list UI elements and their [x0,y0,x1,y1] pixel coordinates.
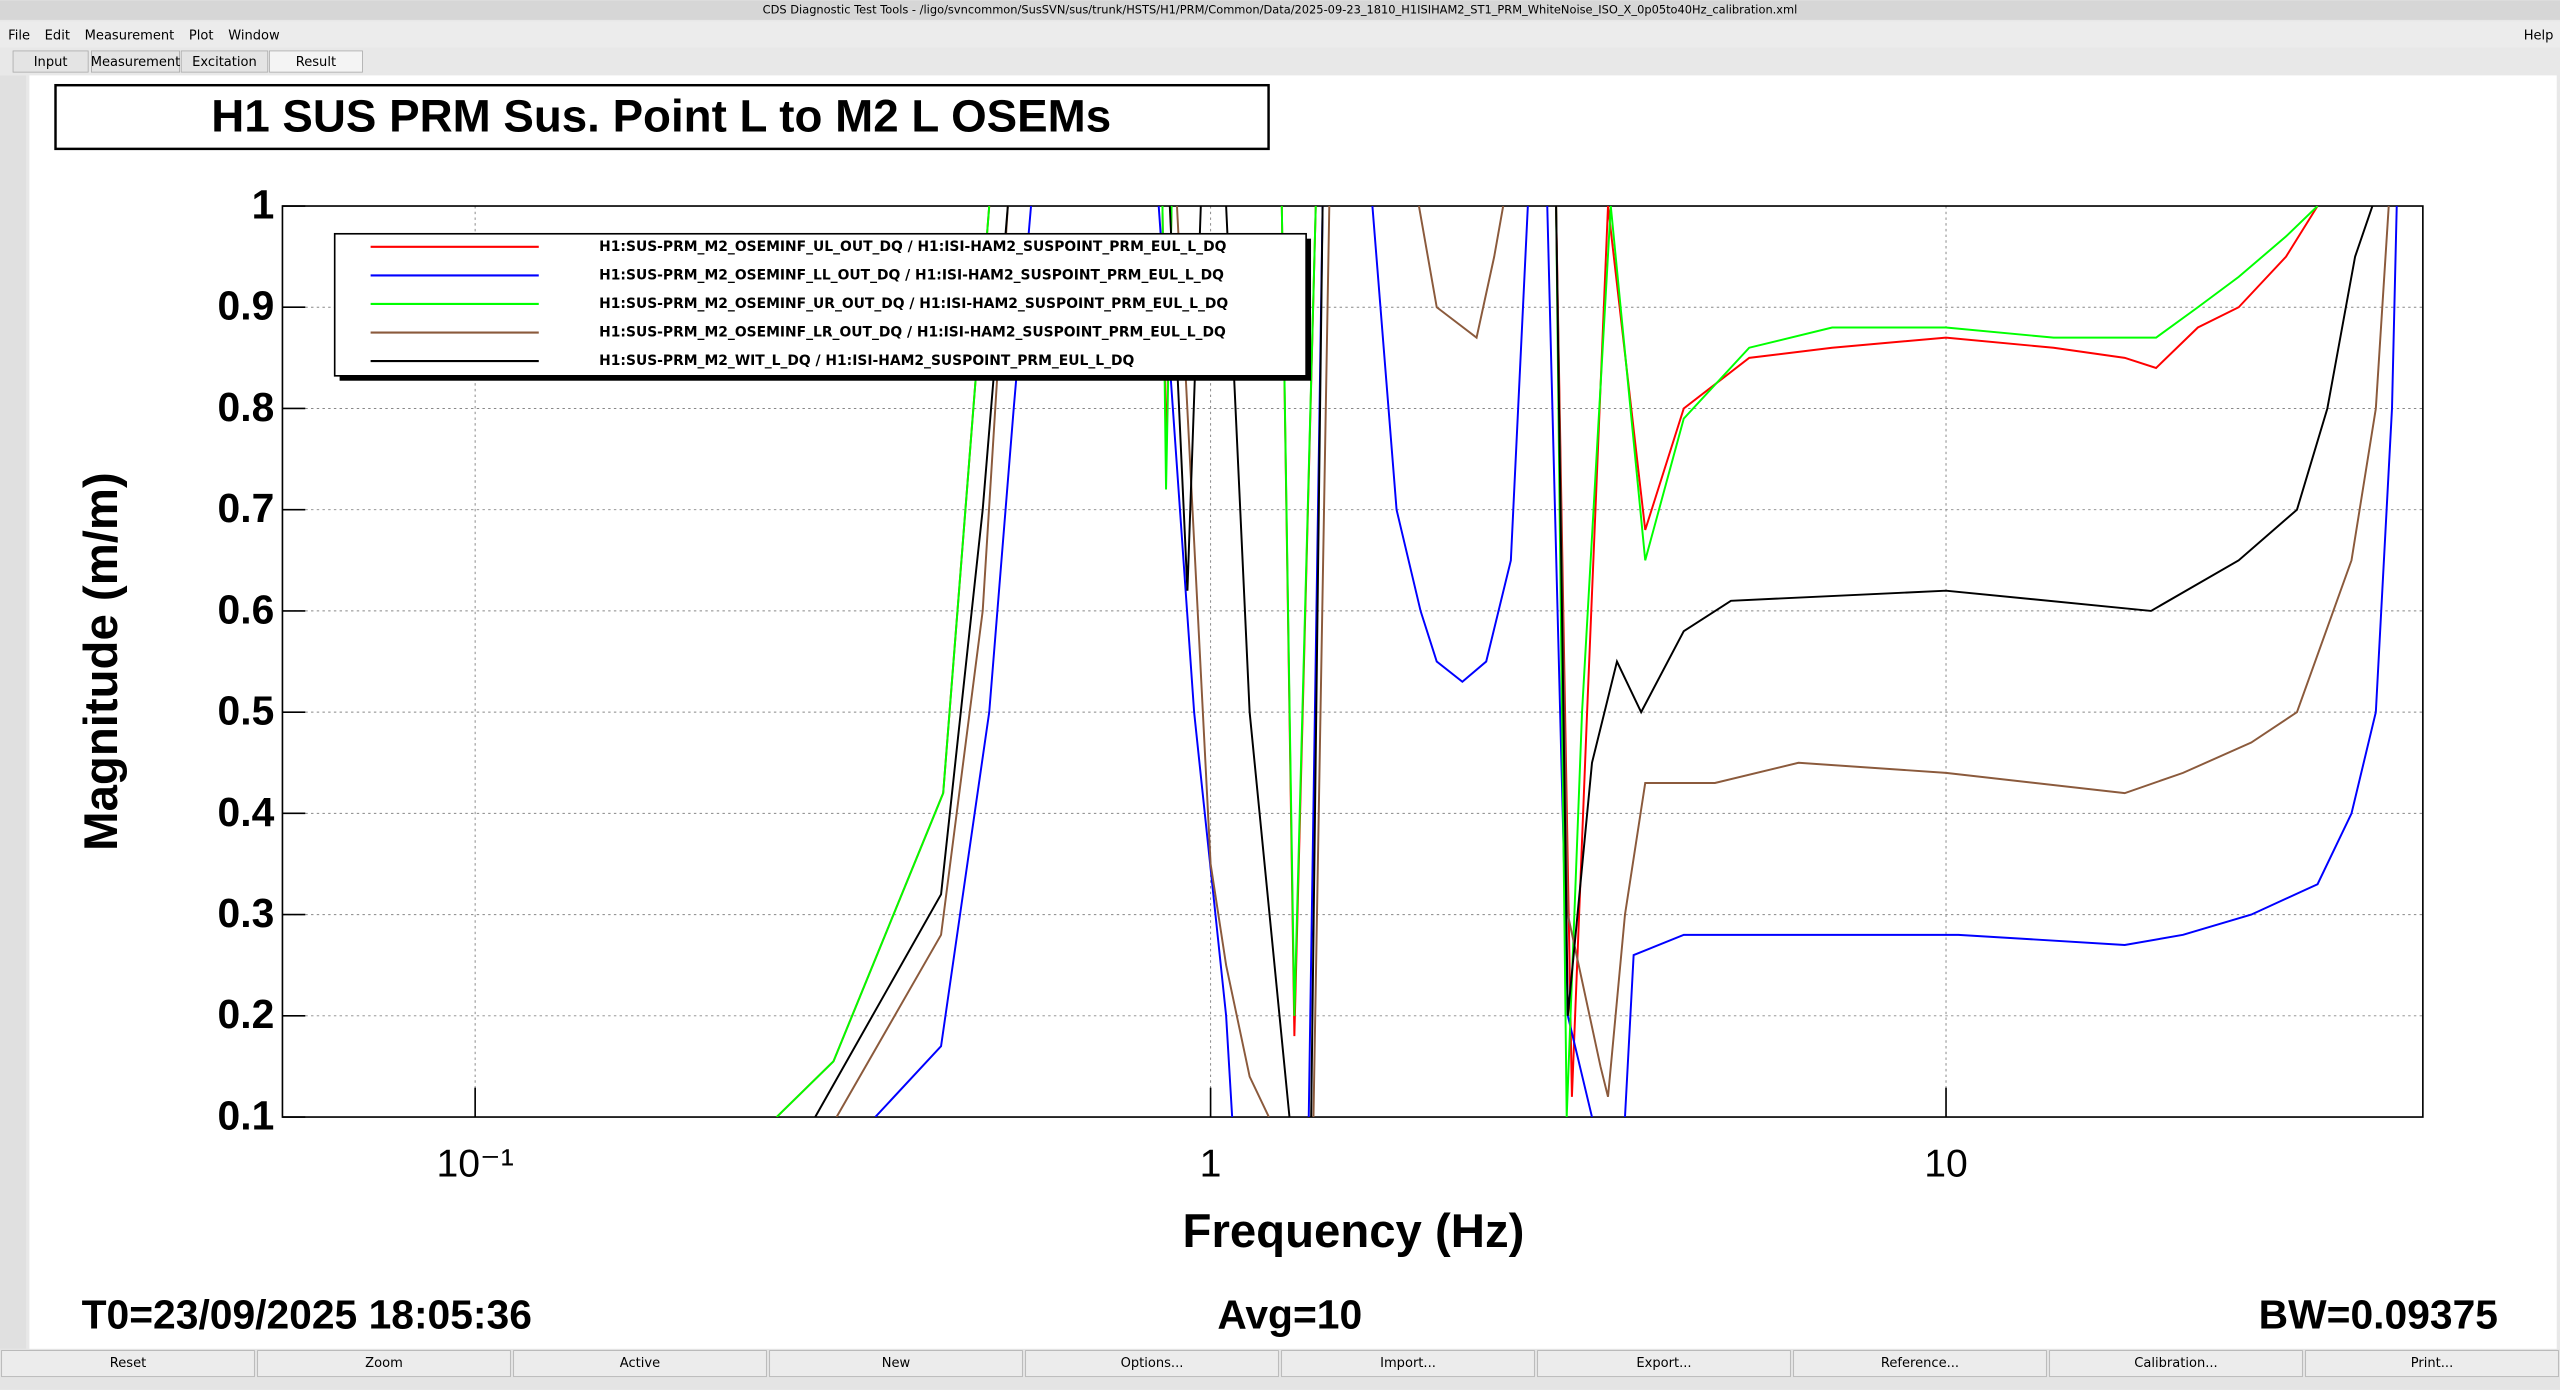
series-line [814,206,2374,1118]
y-axis-label: Magnitude (m/m) [75,472,128,851]
plot-frame [281,205,2424,1118]
menu-item[interactable]: Edit [45,29,70,44]
button[interactable] [513,1350,767,1378]
bw: BW=0.09375 [2259,1292,2498,1338]
y-tick-label: 0.1 [218,1092,275,1138]
chart-title: H1 SUS PRM Sus. Point L to M2 L OSEMs [211,91,1111,142]
tab-label[interactable]: Measurement [91,55,181,70]
tab[interactable] [268,50,363,73]
button-label[interactable]: Print... [2411,1356,2453,1371]
tab-label[interactable]: Excitation [192,55,257,70]
legend-label: H1:SUS-PRM_M2_WIT_L_DQ / H1:ISI-HAM2_SUS… [599,353,1134,369]
legend-label: H1:SUS-PRM_M2_OSEMINF_LR_OUT_DQ / H1:ISI… [599,325,1226,341]
button[interactable] [1281,1350,1535,1378]
tab-label[interactable]: Input [34,55,68,70]
button[interactable] [2049,1350,2303,1378]
menu: File Edit Measurement Plot Window [8,29,280,44]
button[interactable] [1025,1350,1279,1378]
button-label[interactable]: Reference... [1881,1356,1959,1371]
button[interactable] [1,1350,255,1378]
button[interactable] [1793,1350,2047,1378]
title-box [54,83,1270,151]
button[interactable] [1537,1350,1791,1378]
button-label[interactable]: Zoom [365,1356,403,1371]
legend: H1:SUS-PRM_M2_OSEMINF_UL_OUT_DQ / H1:ISI… [333,232,1312,381]
y-tick-label: 0.6 [218,586,275,632]
menu-item[interactable]: File [8,29,30,44]
menu-bar [0,21,2560,48]
tab-label[interactable]: Result [296,55,336,70]
plot: 0.1 0.2 0.3 0.4 0.5 0.6 0.7 0.8 0.9 1 10⁻¹ 1 10 H1:SU… [218,181,2424,1185]
button-label[interactable]: Calibration... [2134,1356,2217,1371]
legend-label: H1:SUS-PRM_M2_OSEMINF_LL_OUT_DQ / H1:ISI… [599,267,1224,283]
y-tick-label: 0.7 [218,485,275,531]
x-tick-label: 1 [1200,1142,1222,1185]
x-tick-label: 10 [1924,1142,1968,1185]
series-line [835,206,2390,1118]
window-title: CDS Diagnostic Test Tools - /ligo/svncom… [763,3,1798,17]
button-label[interactable]: Export... [1636,1356,1691,1371]
scrollbar [0,75,27,1349]
y-tick-label: 0.5 [218,688,275,734]
tab[interactable] [12,50,89,73]
button[interactable] [2305,1350,2559,1378]
menu-item[interactable]: Window [228,29,280,44]
series-line [775,206,2319,1118]
tab[interactable] [91,50,180,73]
y-tick-label: 0.9 [218,283,275,329]
y-tick-label: 0.3 [218,890,275,936]
y-tick-label: 1 [252,181,275,227]
y-tick-label: 0.8 [218,384,275,430]
menu-item[interactable]: Measurement [85,29,175,44]
tab-bar: Input Measurement Excitation Result [12,50,363,73]
title-bar [0,0,2560,20]
button-label[interactable]: Options... [1121,1356,1184,1371]
button-label[interactable]: Reset [110,1356,146,1371]
y-tick-label: 0.4 [218,789,275,835]
avg: Avg=10 [1217,1292,1362,1338]
button[interactable] [257,1350,511,1378]
x-tick-label: 10⁻¹ [436,1142,513,1185]
menu-item[interactable]: Plot [189,29,214,44]
x-axis-label: Frequency (Hz) [1183,1205,1525,1258]
tab[interactable] [180,50,269,73]
y-tick-label: 0.2 [218,991,275,1037]
button-bar: Reset Zoom Active New Options... Import... Exp… [0,1348,2560,1390]
button[interactable] [769,1350,1023,1378]
menu-item[interactable]: Help [2524,29,2554,44]
legend-label: H1:SUS-PRM_M2_OSEMINF_UR_OUT_DQ / H1:ISI… [599,296,1228,312]
button-label[interactable]: Active [620,1356,660,1371]
legend-label: H1:SUS-PRM_M2_OSEMINF_UL_OUT_DQ / H1:ISI… [599,239,1226,255]
t0: T0=23/09/2025 18:05:36 [82,1292,532,1338]
button-label[interactable]: New [882,1356,911,1371]
button-label[interactable]: Import... [1380,1356,1436,1371]
